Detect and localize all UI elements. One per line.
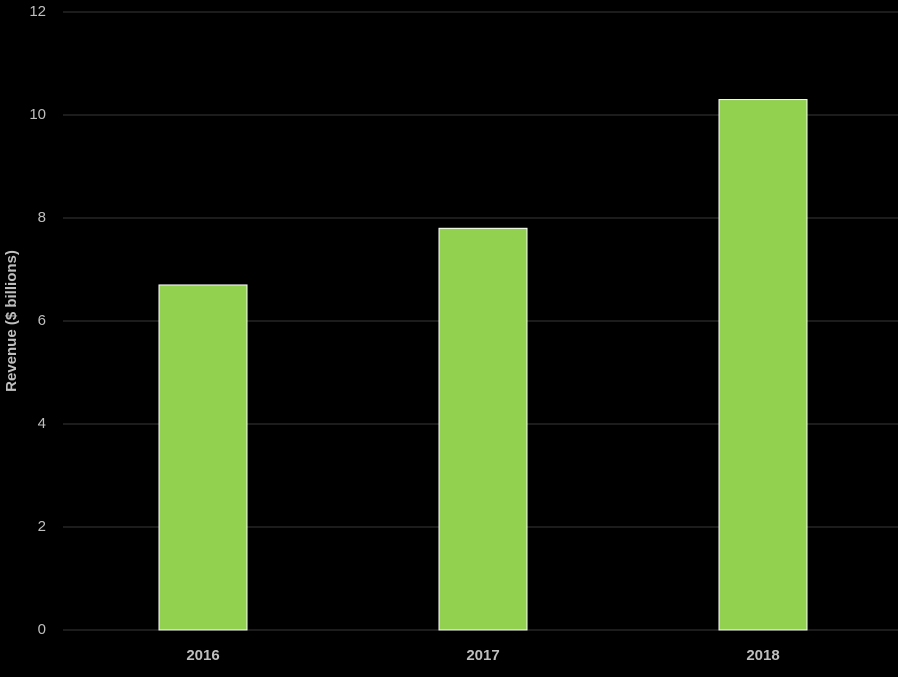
y-tick-label: 12: [29, 3, 46, 20]
y-tick-label: 0: [38, 621, 46, 638]
y-axis-label: Revenue ($ billions): [3, 250, 20, 392]
y-tick-label: 4: [38, 415, 46, 432]
x-tick-label: 2018: [746, 647, 779, 664]
x-tick-label: 2016: [186, 647, 219, 664]
x-tick-label: 2017: [466, 647, 499, 664]
bar: [718, 99, 808, 631]
y-tick-label: 6: [38, 312, 46, 329]
y-tick-label: 10: [29, 106, 46, 123]
bar: [158, 284, 248, 631]
y-tick-label: 2: [38, 518, 46, 535]
y-tick-label: 8: [38, 209, 46, 226]
bar: [438, 227, 528, 631]
